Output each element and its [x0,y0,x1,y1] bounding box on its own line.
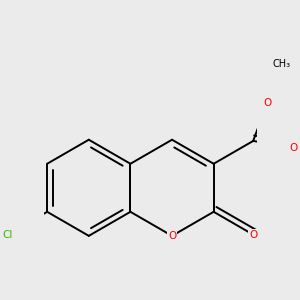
Text: O: O [168,231,176,241]
Text: CH₃: CH₃ [272,59,290,69]
Text: Cl: Cl [2,230,13,240]
Text: O: O [249,230,257,240]
Text: O: O [289,143,298,153]
Text: O: O [263,98,271,107]
